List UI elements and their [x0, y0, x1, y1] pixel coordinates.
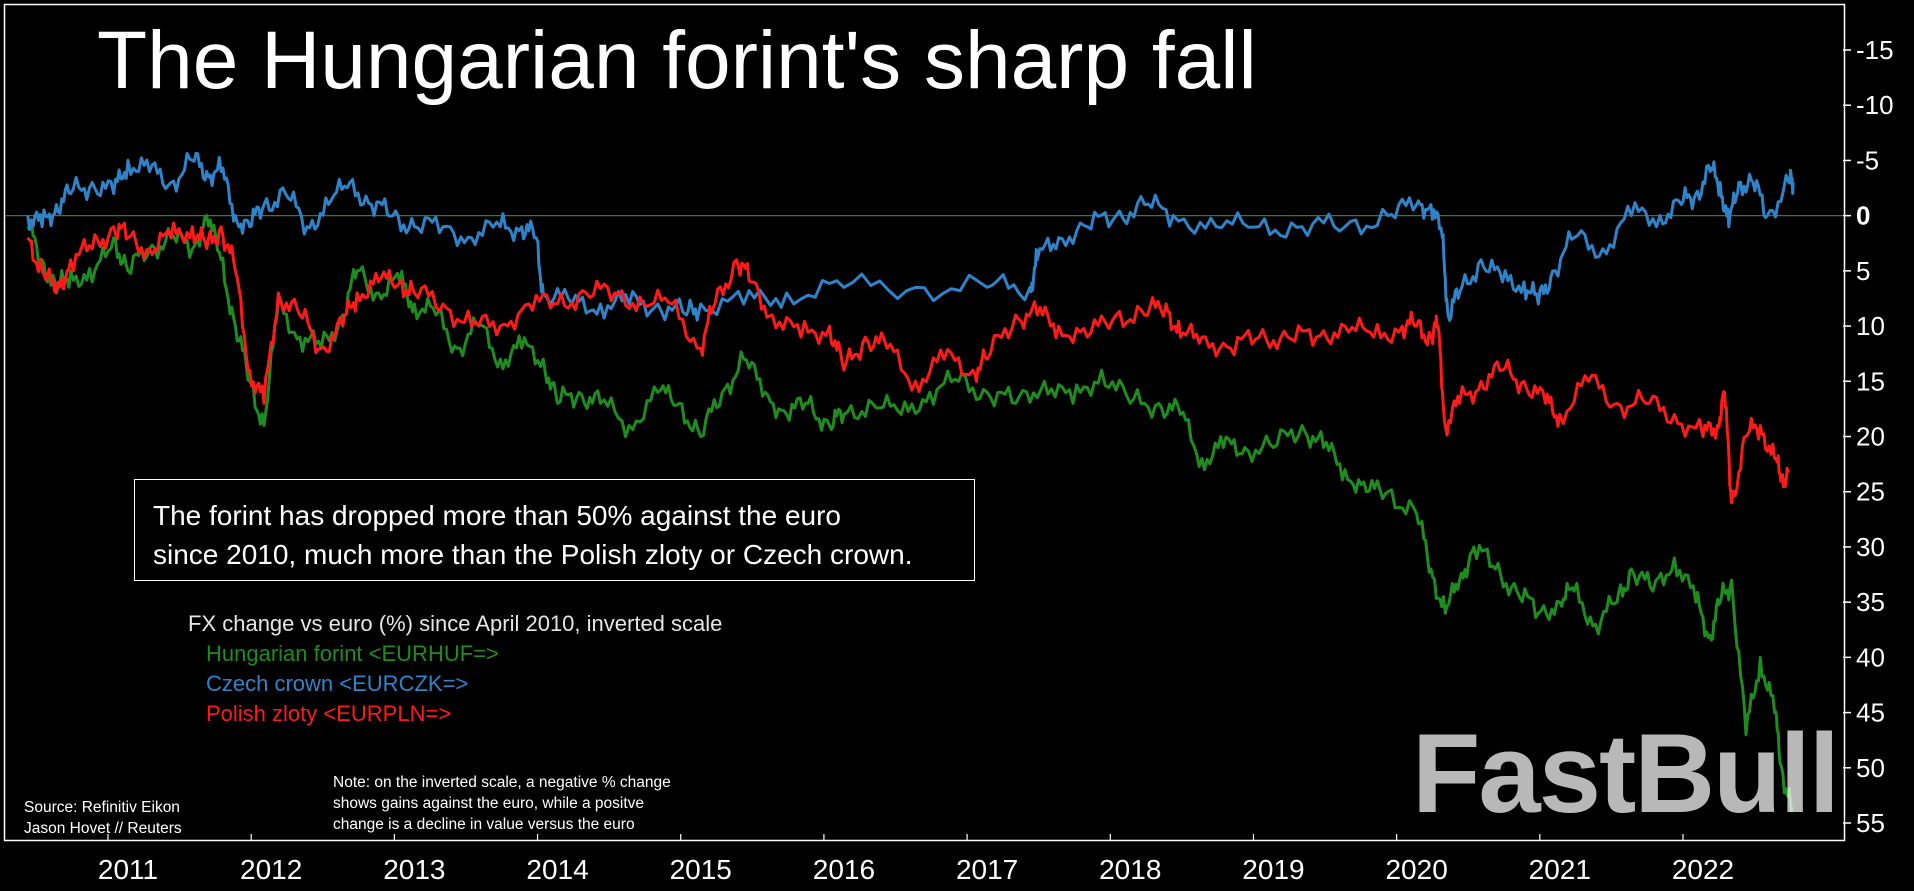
y-tick-label: 10 [1856, 311, 1885, 341]
annotation-line-1: The forint has dropped more than 50% aga… [153, 500, 841, 531]
x-tick-label: 2014 [526, 854, 588, 885]
y-tick-label: -10 [1856, 90, 1894, 120]
y-tick-label: -5 [1856, 145, 1879, 175]
legend-item-crown: Czech crown <EURCZK=> [206, 671, 469, 696]
y-tick-label: 45 [1856, 698, 1885, 728]
source-line-1: Source: Refinitiv Eikon [24, 799, 180, 816]
y-tick-label: 0 [1856, 201, 1870, 231]
x-tick-label: 2013 [383, 854, 445, 885]
x-tick-label: 2020 [1385, 854, 1447, 885]
legend-item-zloty: Polish zloty <EURPLN=> [206, 701, 452, 726]
series-line-1 [26, 151, 1795, 322]
y-tick-label: 25 [1856, 477, 1885, 507]
series-line-2 [26, 221, 1791, 505]
y-tick-label: -15 [1856, 35, 1894, 65]
series-layer [26, 151, 1795, 813]
legend-heading: FX change vs euro (%) since April 2010, … [188, 611, 723, 636]
x-tick-label: 2015 [670, 854, 732, 885]
annotation-line-2: since 2010, much more than the Polish zl… [153, 539, 913, 570]
y-tick-label: 20 [1856, 422, 1885, 452]
y-axis: -15 -10 -5 0 5 10 15 20 25 30 35 40 45 50 55 [1843, 35, 1894, 838]
x-tick-label: 2018 [1099, 854, 1161, 885]
x-axis: 2011 2012 2013 2014 2015 2016 2017 2018 2019 2020… [98, 834, 1734, 885]
x-tick-label: 2019 [1242, 854, 1304, 885]
footnote-line-2: shows gains against the euro, while a po… [333, 795, 645, 812]
x-tick-label: 2022 [1672, 854, 1734, 885]
legend: FX change vs euro (%) since April 2010, … [188, 609, 722, 729]
x-tick-label: 2012 [240, 854, 302, 885]
x-tick-label: 2016 [813, 854, 875, 885]
y-tick-label: 30 [1856, 532, 1885, 562]
y-tick-label: 50 [1856, 753, 1885, 783]
y-tick-label: 15 [1856, 366, 1885, 396]
plot-border [3, 3, 1846, 842]
x-tick-label: 2021 [1529, 854, 1591, 885]
y-tick-label: 55 [1856, 808, 1885, 838]
x-tick-label: 2011 [98, 854, 158, 885]
watermark-logo: FastBull [1412, 711, 1840, 836]
footnote-line-3: change is a decline in value versus the … [333, 816, 635, 833]
chart-title: The Hungarian forint's sharp fall [97, 15, 1257, 106]
source-credit: Source: Refinitiv Eikon Jason Hovet // R… [24, 797, 182, 839]
y-tick-label: 40 [1856, 642, 1885, 672]
legend-item-forint: Hungarian forint <EURHUF=> [206, 641, 499, 666]
y-tick-label: 5 [1856, 256, 1870, 286]
footnote: Note: on the inverted scale, a negative … [333, 772, 753, 835]
footnote-line-1: Note: on the inverted scale, a negative … [333, 774, 671, 791]
annotation-box: The forint has dropped more than 50% aga… [134, 479, 975, 581]
source-line-2: Jason Hovet // Reuters [24, 820, 182, 837]
y-tick-label: 35 [1856, 587, 1885, 617]
x-tick-label: 2017 [956, 854, 1018, 885]
